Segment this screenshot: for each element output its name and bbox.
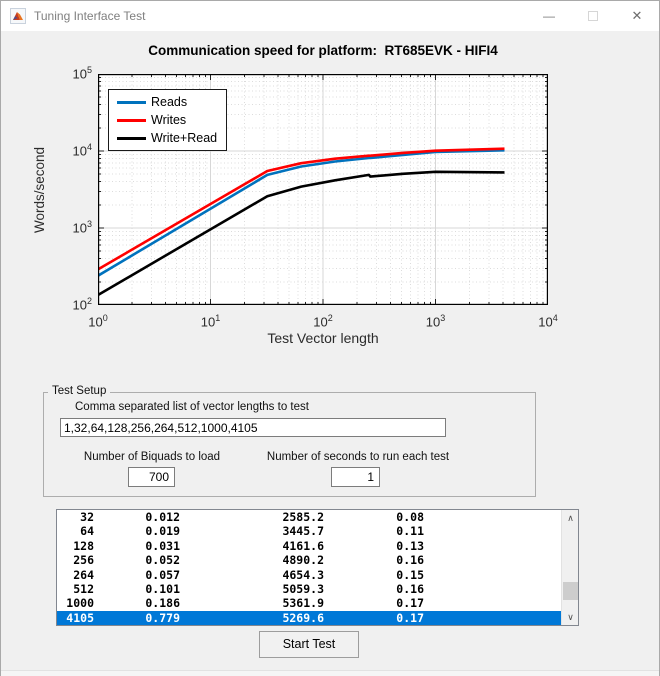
window-title: Tuning Interface Test [34,9,146,23]
test-setup-group-label: Test Setup [48,385,111,397]
legend-item-writes: Writes [117,113,217,127]
legend-item-reads: Reads [117,95,217,109]
vector-lengths-input[interactable] [60,418,446,437]
table-cell: 5059.3 [282,581,324,596]
x-axis-tick-label: 100 [88,313,108,330]
table-cell: 0.057 [145,567,180,582]
table-cell: 0.15 [396,567,424,582]
minimize-button[interactable]: — [543,9,555,23]
table-cell: 264 [73,567,94,582]
x-axis-tick-label: 104 [538,313,558,330]
legend-line-sample [117,118,146,122]
table-cell: 0.031 [145,538,180,553]
chart-plot-area: Reads Writes Write+Read [98,74,548,305]
table-row[interactable]: 1000 0.186 5361.9 0.17 [57,596,561,610]
table-cell: 0.16 [396,581,424,596]
biquads-input[interactable] [128,467,175,487]
table-row[interactable]: 256 0.052 4890.2 0.16 [57,553,561,567]
listbox-scrollbar[interactable]: ∧ ∨ [561,510,578,625]
seconds-label: Number of seconds to run each test [266,451,450,463]
x-axis-label: Test Vector length [267,330,379,346]
y-axis-tick-label: 104 [72,142,92,159]
table-cell: 0.17 [396,596,424,611]
table-cell: 4161.6 [282,538,324,553]
table-row[interactable]: 64 0.019 3445.7 0.11 [57,524,561,538]
legend-label: Reads [151,95,188,109]
table-cell: 512 [73,581,94,596]
legend-line-sample [117,100,146,104]
table-cell: 5361.9 [282,596,324,611]
scrollbar-thumb[interactable] [563,582,578,600]
y-axis-tick-label: 102 [72,296,92,313]
legend-line-sample [117,136,146,140]
table-row[interactable]: 4105 0.779 5269.6 0.17 [57,610,561,625]
vector-lengths-label: Comma separated list of vector lengths t… [75,401,309,413]
table-cell: 1000 [66,596,94,611]
table-cell: 0.08 [396,510,424,524]
table-cell: 0.052 [145,553,180,568]
table-cell: 4105 [66,610,94,625]
table-cell: 2585.2 [282,510,324,524]
table-cell: 0.101 [145,581,180,596]
y-axis-tick-label: 105 [72,65,92,82]
maximize-button[interactable] [571,1,615,31]
table-cell: 4654.3 [282,567,324,582]
table-row[interactable]: 512 0.101 5059.3 0.16 [57,582,561,596]
table-cell: 0.012 [145,510,180,524]
table-cell: 0.019 [145,524,180,539]
table-cell: 3445.7 [282,524,324,539]
x-axis-tick-label: 101 [200,313,221,330]
biquads-label: Number of Biquads to load [83,451,221,463]
scroll-down-icon[interactable]: ∨ [567,611,574,622]
table-cell: 32 [80,510,94,524]
chart-legend: Reads Writes Write+Read [108,89,228,151]
table-cell: 0.17 [396,610,424,625]
table-cell: 0.779 [145,610,180,625]
table-cell: 0.16 [396,553,424,568]
table-row[interactable]: 128 0.031 4161.6 0.13 [57,539,561,553]
matlab-app-icon [10,8,26,24]
seconds-input[interactable] [331,467,380,487]
table-row[interactable]: 32 0.012 2585.2 0.08 [57,510,561,524]
table-cell: 256 [73,553,94,568]
table-row[interactable]: 264 0.057 4654.3 0.15 [57,568,561,582]
table-cell: 0.186 [145,596,180,611]
legend-item-write-read: Write+Read [117,131,217,145]
table-cell: 128 [73,538,94,553]
scroll-up-icon[interactable]: ∧ [567,512,574,523]
table-cell: 0.11 [396,524,424,539]
y-axis-label: Words/second [32,146,47,234]
test-setup-groupbox [43,392,536,497]
legend-label: Write+Read [151,131,218,145]
table-cell: 4890.2 [282,553,324,568]
chart-canvas [98,74,548,305]
start-test-button[interactable]: Start Test [259,631,359,658]
window-titlebar: Tuning Interface Test — ✕ [1,1,659,31]
x-axis-tick-label: 103 [425,313,446,330]
x-axis-tick-label: 102 [313,313,333,330]
legend-label: Writes [151,113,187,127]
table-cell: 0.13 [396,538,424,553]
close-button[interactable]: ✕ [631,8,643,23]
table-cell: 5269.6 [282,610,324,625]
table-cell: 64 [80,524,94,539]
window-bottom-edge [1,670,659,676]
results-listbox: 32 0.012 2585.2 0.08 64 0.019 3445.7 0.11 128 0.0… [56,509,579,626]
chart-title: Communication speed for platform: RT685E… [148,43,498,58]
y-axis-tick-label: 103 [72,219,92,236]
